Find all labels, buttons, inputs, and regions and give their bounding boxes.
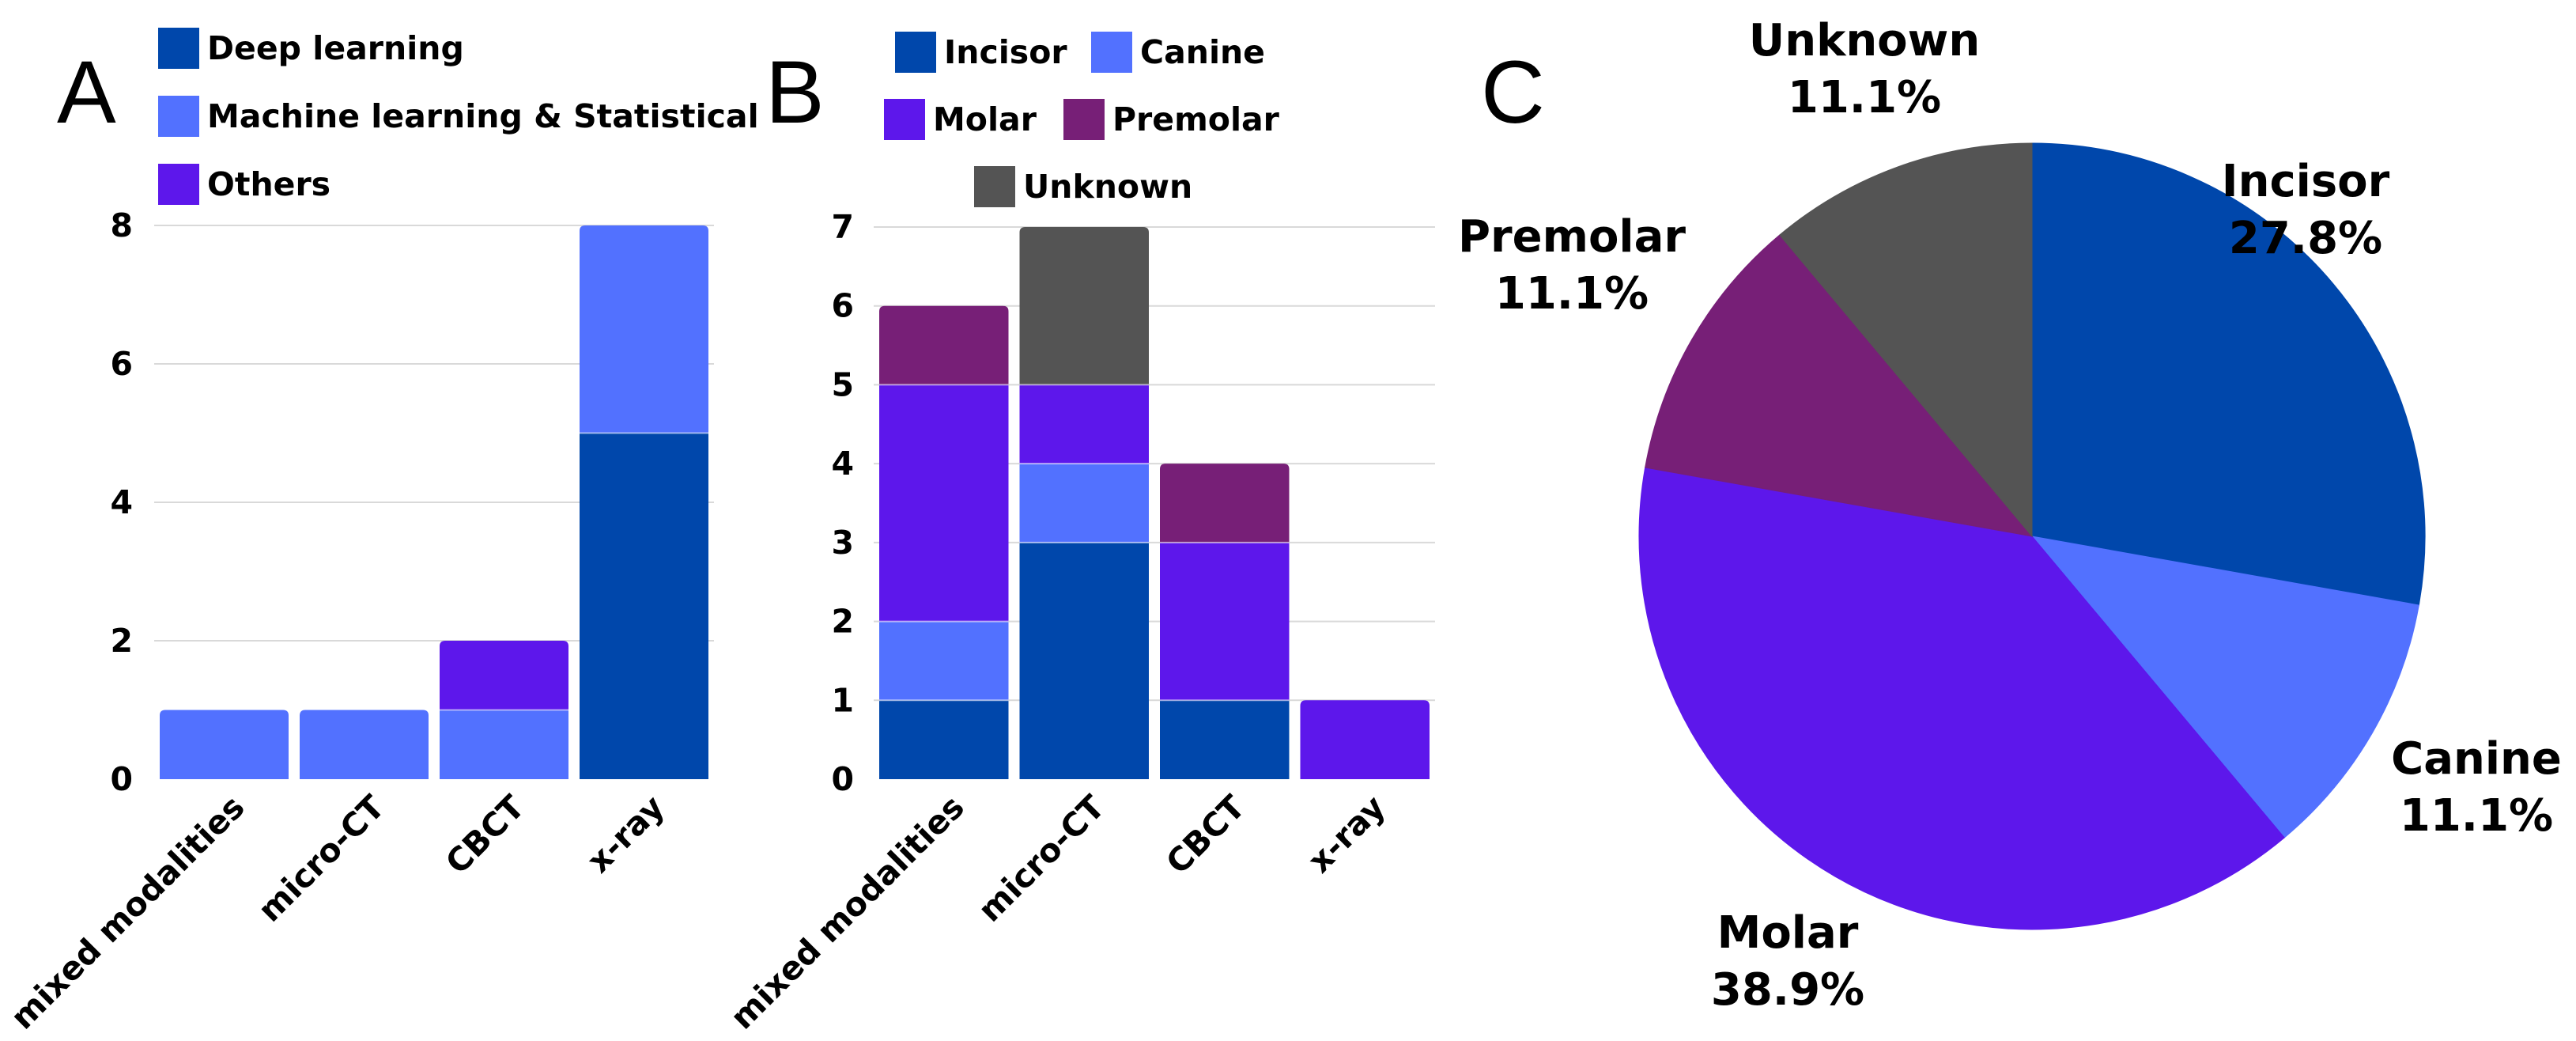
legend-label-machine-learning-statistical: Machine learning & Statistical: [207, 97, 759, 135]
bar-micro-ct-incisor: [1019, 542, 1149, 779]
y-tick-label: 4: [831, 445, 854, 483]
y-tick-label: 3: [831, 524, 854, 562]
pie-percent-premolar: 11.1%: [1495, 268, 1649, 320]
pie-slice-molar: [1638, 467, 2285, 930]
legend-swatch-unknown: [974, 166, 1015, 207]
pie-label-premolar: Premolar: [1458, 211, 1686, 263]
x-tick-label-x-ray: x-ray: [580, 788, 672, 880]
bar-x-ray-deep-learning: [580, 433, 708, 779]
legend-label-molar: Molar: [933, 100, 1037, 138]
y-tick-label: 1: [831, 681, 854, 719]
bar-mixed-modalities-molar: [879, 384, 1009, 622]
pie-percent-canine: 11.1%: [2400, 790, 2553, 842]
panel-b-letter: B: [765, 43, 825, 142]
pie-label-molar: Molar: [1717, 907, 1859, 959]
pie-label-canine: Canine: [2391, 733, 2562, 785]
legend-label-others: Others: [207, 165, 330, 203]
pie-slice-unknown: [1779, 142, 2033, 538]
x-tick-label-mixed-modalities: mixed modalities: [3, 788, 251, 1036]
x-tick-label-micro-ct: micro-CT: [251, 788, 392, 929]
pie-slice-incisor: [2031, 142, 2426, 606]
bar-mixed-modalities-incisor: [879, 700, 1009, 779]
panel-c-letter: C: [1481, 43, 1545, 142]
y-tick-label: 6: [110, 345, 133, 383]
bar-cbct-molar: [1160, 542, 1290, 701]
bar-mixed-modalities-machine-learning-statistical: [160, 710, 289, 779]
x-tick-label-mixed-modalities: mixed modalities: [723, 788, 971, 1036]
bar-cbct-machine-learning-statistical: [440, 710, 568, 779]
legend-label-deep-learning: Deep learning: [207, 29, 464, 67]
bar-micro-ct-machine-learning-statistical: [300, 710, 429, 779]
x-tick-label-cbct: CBCT: [1158, 788, 1252, 881]
legend-swatch-molar: [884, 99, 925, 140]
bar-mixed-modalities-premolar: [879, 305, 1009, 385]
pie-slice-canine: [2030, 536, 2419, 838]
legend-label-incisor: Incisor: [944, 33, 1067, 71]
bar-x-ray-machine-learning-statistical: [580, 225, 708, 433]
bar-cbct-others: [440, 641, 568, 710]
legend-label-unknown: Unknown: [1023, 168, 1192, 206]
legend-label-canine: Canine: [1140, 33, 1265, 71]
panel-a-letter: A: [57, 43, 116, 142]
pie-label-incisor: Incisor: [2222, 156, 2390, 207]
legend-swatch-premolar: [1063, 99, 1105, 140]
y-tick-label: 2: [831, 603, 854, 641]
legend-swatch-others: [158, 164, 199, 205]
y-tick-label: 8: [110, 206, 133, 244]
bar-micro-ct-molar: [1019, 384, 1149, 464]
bar-micro-ct-unknown: [1019, 227, 1149, 385]
chart-c: Incisor27.8%Canine11.1%Molar38.9%Premola…: [1458, 15, 2562, 1016]
legend-label-premolar: Premolar: [1112, 100, 1280, 138]
pie-slice-premolar: [1645, 234, 2034, 537]
bar-mixed-modalities-canine: [879, 621, 1009, 701]
x-tick-label-micro-ct: micro-CT: [971, 788, 1112, 929]
y-tick-label: 7: [831, 208, 854, 246]
bar-cbct-premolar: [1160, 464, 1290, 543]
pie-label-unknown: Unknown: [1749, 15, 1981, 66]
bar-cbct-incisor: [1160, 700, 1290, 779]
x-tick-label-x-ray: x-ray: [1301, 788, 1393, 880]
bar-micro-ct-canine: [1019, 464, 1149, 543]
y-tick-label: 4: [110, 483, 133, 521]
legend-swatch-deep-learning: [158, 28, 199, 69]
y-tick-label: 6: [831, 287, 854, 325]
y-tick-label: 2: [110, 622, 133, 660]
y-tick-label: 5: [831, 365, 854, 403]
bar-x-ray-molar: [1300, 700, 1430, 779]
x-tick-label-cbct: CBCT: [438, 788, 531, 881]
legend-swatch-incisor: [895, 32, 936, 73]
legend-swatch-machine-learning-statistical: [158, 96, 199, 137]
legend-swatch-canine: [1091, 32, 1132, 73]
y-tick-label: 0: [831, 760, 854, 798]
y-tick-label: 0: [110, 760, 133, 798]
pie-percent-unknown: 11.1%: [1788, 72, 1941, 123]
pie-percent-molar: 38.9%: [1711, 964, 1864, 1016]
pie-percent-incisor: 27.8%: [2229, 213, 2382, 264]
